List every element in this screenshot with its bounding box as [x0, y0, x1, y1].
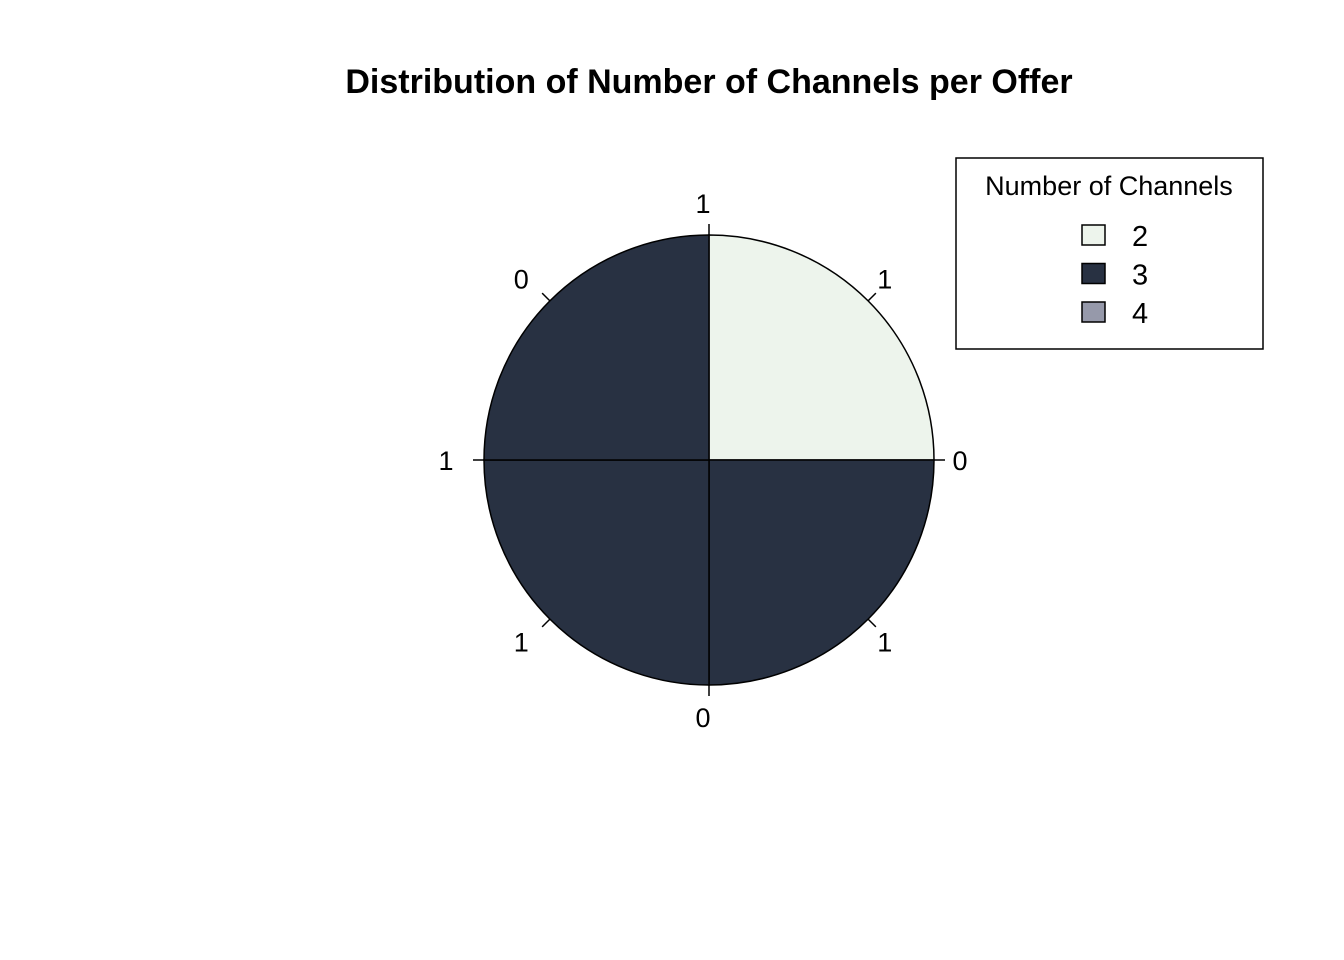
- tick-mark: [541, 292, 551, 302]
- legend-box: [955, 157, 1264, 350]
- pie-slice-2: [708, 234, 935, 461]
- tick-label: 0: [514, 264, 529, 294]
- legend-swatch: [1081, 224, 1106, 246]
- legend-label: 2: [1132, 221, 1148, 253]
- tick-label: 1: [695, 189, 710, 219]
- legend-entries: 2 3 4: [1081, 221, 1148, 330]
- pie-slice-3: [708, 459, 935, 686]
- chart-title: Distribution of Number of Channels per O…: [345, 63, 1072, 101]
- tick-label: 1: [514, 628, 529, 658]
- tick-mark: [867, 292, 877, 302]
- legend-title: Number of Channels: [985, 171, 1233, 201]
- legend-label: 4: [1132, 298, 1148, 330]
- tick-mark: [541, 618, 551, 628]
- pie-slice-3: [483, 234, 710, 461]
- tick-label: 1: [877, 628, 892, 658]
- tick-label: 1: [877, 264, 892, 294]
- pie-ticks: 0 1 1 0 1 1 0 1: [438, 189, 967, 733]
- pie-slice-3: [483, 459, 710, 686]
- legend: Number of Channels 2 3 4: [955, 157, 1264, 350]
- pie-slices: [483, 234, 935, 686]
- tick-label: 0: [695, 703, 710, 733]
- legend-label: 3: [1132, 260, 1148, 292]
- tick-label: 1: [438, 446, 453, 476]
- legend-swatch: [1081, 262, 1106, 285]
- tick-label: 0: [952, 446, 967, 476]
- legend-swatch: [1081, 301, 1106, 323]
- tick-mark: [867, 618, 877, 628]
